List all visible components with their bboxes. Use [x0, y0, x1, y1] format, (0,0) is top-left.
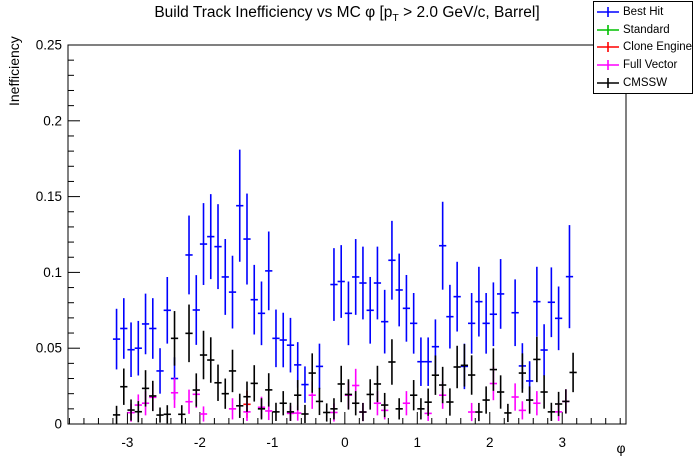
x-axis-tick-label: -2 — [194, 435, 206, 450]
chart-title-prefix: Build Track Inefficiency vs MC φ [p — [154, 4, 393, 21]
y-axis-tick-label: 0.05 — [36, 341, 62, 356]
chart-title: Build Track Inefficiency vs MC φ [pT > 2… — [68, 4, 626, 28]
x-axis-tick-label: -3 — [121, 435, 133, 450]
y-axis-tick-label: 0.15 — [36, 189, 62, 204]
x-axis-tick-label: 0 — [341, 435, 349, 450]
legend-entry-label: Clone Engine — [623, 41, 693, 54]
legend-entry: Full Vector — [596, 56, 692, 74]
y-axis-tick-label: 0.25 — [36, 38, 62, 53]
x-axis-tick-label: 3 — [558, 435, 566, 450]
legend-entry: Standard — [596, 21, 692, 39]
legend-entry: CMSSW — [596, 74, 692, 92]
y-axis-tick-label: 0.2 — [43, 113, 62, 128]
plot-frame — [67, 44, 627, 425]
y-axis-tick-label: 0.1 — [43, 265, 62, 280]
chart-title-subscript: T — [392, 12, 399, 24]
y-axis-title: Inefficiency — [6, 36, 22, 106]
legend: Best Hit Standard Clone Engine Full Vector C… — [593, 1, 693, 94]
legend-entry: Best Hit — [596, 3, 692, 21]
x-axis-title: φ — [616, 440, 625, 456]
legend-entry-label: Full Vector — [623, 59, 678, 72]
x-axis-tick-label: -1 — [266, 435, 278, 450]
legend-entry-label: CMSSW — [623, 77, 668, 90]
legend-marker-icon — [597, 6, 619, 17]
y-axis-tick-label: 0 — [54, 417, 62, 432]
legend-marker-icon — [597, 42, 619, 53]
x-axis-tick-label: 1 — [414, 435, 422, 450]
legend-marker-icon — [597, 60, 619, 71]
legend-marker-icon — [597, 24, 619, 35]
x-axis-tick-label: 2 — [486, 435, 494, 450]
chart-title-suffix: > 2.0 GeV/c, Barrel] — [398, 4, 540, 21]
legend-entry-label: Best Hit — [623, 5, 664, 18]
legend-marker-icon — [597, 78, 619, 89]
legend-entry-label: Standard — [623, 23, 670, 36]
legend-entry: Clone Engine — [596, 39, 692, 57]
